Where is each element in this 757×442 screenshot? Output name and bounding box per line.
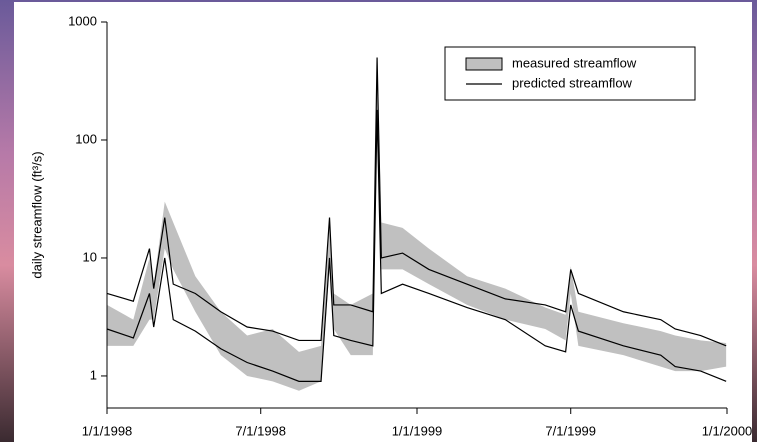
legend-label: measured streamflow: [512, 55, 637, 70]
y-tick-label: 1: [90, 367, 97, 382]
legend-label: predicted streamflow: [512, 75, 633, 90]
predicted-line: [106, 57, 727, 347]
x-tick-label: 1/1/1999: [392, 423, 443, 438]
y-axis-label: daily streamflow (ft³/s): [29, 151, 44, 278]
y-tick-label: 100: [75, 131, 97, 146]
x-tick-label: 1/1/1998: [82, 423, 133, 438]
measured-band: [107, 57, 727, 391]
y-tick-label: 1000: [68, 13, 97, 28]
x-tick-label: 7/1/1999: [545, 423, 596, 438]
x-tick-label: 7/1/1998: [235, 423, 286, 438]
y-tick-label: 10: [83, 249, 97, 264]
x-tick-label: 1/1/2000: [702, 423, 753, 438]
legend-box: [444, 46, 696, 101]
legend-swatch: [465, 57, 503, 71]
predicted-line: [106, 109, 727, 382]
